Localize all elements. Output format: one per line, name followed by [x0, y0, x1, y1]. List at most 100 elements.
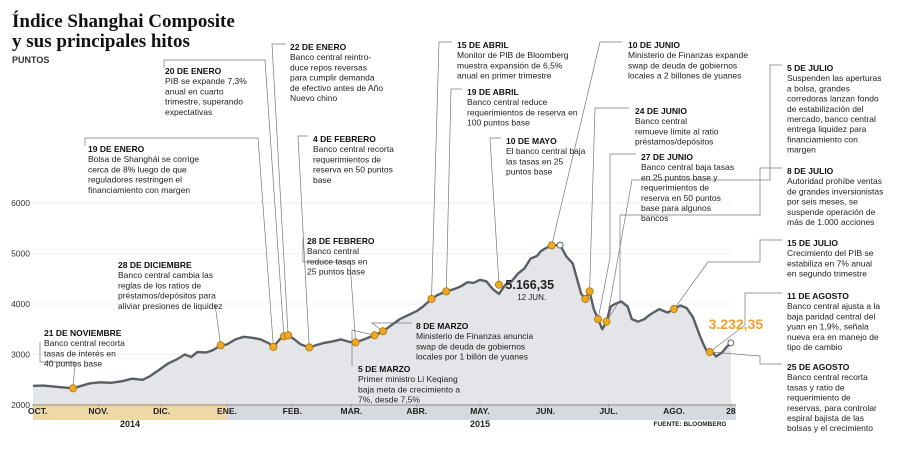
leader-line	[709, 351, 782, 365]
annotation-text: Bolsa de Shanghái se corrige	[88, 154, 199, 164]
x-month-label: JUN.	[536, 406, 555, 416]
axis-layer: 6000 5000 4000 3000 2000 2014 2015 OCT. NOV. DIC.…	[11, 198, 737, 429]
annotation-text: 100 puntos base	[467, 118, 530, 128]
x-month-label: MAR.	[341, 406, 363, 416]
annotation-text: baja meta de crecimiento a	[358, 384, 460, 394]
annotation-date: 10 DE MAYO	[506, 136, 557, 146]
event-marker	[494, 280, 503, 289]
annotation-date: 20 DE ENERO	[165, 66, 222, 76]
x-month-label: OCT.	[28, 406, 47, 416]
area-layer	[33, 245, 731, 405]
annotation-text: margen	[787, 145, 816, 155]
annotation-date: 19 DE ABRIL	[467, 87, 519, 97]
annotation-text: puntos base	[506, 167, 553, 177]
annotation-text: por seis meses, se	[787, 197, 858, 207]
annotation-text: requerimientos de	[641, 183, 709, 193]
x-month-label: MAY.	[470, 406, 490, 416]
annotation-text: Banco central	[635, 116, 687, 126]
annotation-text: de grandes inversionistas	[787, 186, 883, 196]
y-tick-label: 4000	[11, 299, 30, 309]
year-label: 2014	[120, 419, 140, 429]
annotation-text: anual en primer trimestre	[457, 71, 552, 81]
leader-line	[589, 107, 629, 292]
leader-line	[489, 137, 501, 285]
annotation-text: financiamiento con	[787, 134, 858, 144]
annotation-text: anual en cuarto	[165, 86, 224, 96]
annotation-text: Banco central recorta	[44, 338, 125, 348]
event-marker	[378, 327, 387, 336]
annotation-date: 15 DE JULIO	[787, 238, 838, 248]
annotation-text: 40 puntos base	[44, 359, 102, 369]
leader-line	[84, 137, 274, 347]
series-area	[33, 245, 731, 405]
chart-title-line-1: Índice Shanghai Composite	[12, 11, 235, 32]
peak-value-label: 5.166,35	[505, 278, 554, 292]
annotation-text: Banco central reintro-	[290, 52, 371, 62]
annotation-date: 8 DE JULIO	[787, 166, 834, 176]
annotation-date: 5 DE JULIO	[787, 63, 834, 73]
annotation-text: Ministerio de Finanzas anuncia	[416, 331, 533, 341]
source-label: FUENTE: BLOOMBERG	[654, 421, 727, 428]
annotation-text: espiral bajista de las	[787, 413, 864, 423]
annotation-text: bancos	[641, 213, 668, 223]
annotation-text: base	[313, 175, 332, 185]
x-month-label: AGO.	[663, 406, 685, 416]
line-layer	[32, 243, 732, 390]
annotation-text: base para algunos	[641, 203, 711, 213]
event-marker	[594, 315, 603, 324]
annotation-text: 7%, desde 7,5%	[358, 395, 420, 405]
leader-line	[606, 64, 782, 322]
annotation-text: Primer ministro Li Keqiang	[358, 374, 458, 384]
annotation-text: préstamos/depósitos para	[118, 291, 216, 301]
markers-layer	[69, 241, 735, 393]
leader-line	[351, 329, 375, 366]
leader-line	[445, 88, 462, 292]
annotation-text: requerimientos de	[313, 154, 381, 164]
annotation-text: entrega liquidez para	[787, 124, 867, 134]
event-marker	[305, 343, 314, 352]
event-marker	[351, 338, 360, 347]
annotation-date: 21 DE NOVIEMBRE	[44, 328, 122, 338]
annotation-date: 19 DE ENERO	[88, 144, 145, 154]
annotation-text: reservas, para controlar	[787, 403, 877, 413]
annotation-text: en 25 puntos base y	[641, 172, 718, 182]
event-marker	[442, 287, 451, 296]
series-line	[32, 243, 732, 390]
x-month-label: ABR.	[406, 406, 427, 416]
annotation-text: de estabilización del	[787, 104, 864, 114]
chart-title-line-2: y sus principales hitos	[12, 31, 190, 52]
leader-line	[271, 43, 289, 336]
y-tick-label: 3000	[11, 350, 30, 360]
annotation-text: reglas de los ratios de	[118, 280, 201, 290]
annotation-text: locales por 1 billón de yuanes	[416, 352, 528, 362]
annotation-date: 28 DE FEBRERO	[307, 236, 375, 246]
annotation-text: reguladores restringen el	[88, 175, 182, 185]
annotation-date: 15 DE ABRIL	[457, 40, 509, 50]
year-label: 2015	[470, 419, 490, 429]
annotation-text: mercado, banco central	[787, 114, 876, 124]
annotation-text: reduce tasas en	[307, 256, 368, 266]
leader-line	[214, 303, 222, 346]
x-month-label: NOV.	[88, 406, 108, 416]
annotation-text: préstamos/depósitos	[635, 137, 713, 147]
annotation-text: baja paridad central del	[787, 311, 875, 321]
annotation-text: Banco central recorta	[313, 144, 394, 154]
annotation-date: 11 DE AGOSTO	[787, 291, 849, 301]
chart-title: Índice Shanghai Composite y sus principa…	[12, 12, 235, 52]
annotation-date: 4 DE FEBRERO	[313, 134, 376, 144]
x-month-label: FEB.	[283, 406, 302, 416]
event-marker	[269, 342, 278, 351]
annotation-text: Suspenden las aperturas	[787, 73, 882, 83]
